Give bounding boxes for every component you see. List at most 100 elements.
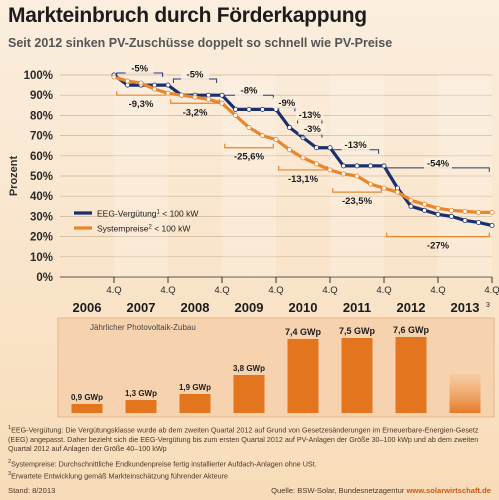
y-tick-label: 40%: [30, 191, 53, 203]
year-label: 2013: [451, 300, 480, 315]
bar: [395, 337, 427, 413]
bars: 0,9 GWp 1,3 GWp 1,9 GWp 3,8 GWp 7,4 GWp 7,5 G…: [71, 325, 481, 413]
eeg-point: [340, 163, 346, 169]
systempreise-point: [394, 189, 400, 195]
systempreise-point: [313, 161, 319, 167]
footnote-text: Erwartete Entwicklung gemäß Markteinschä…: [11, 471, 228, 481]
eeg-point: [367, 163, 373, 169]
systempreise-point: [219, 100, 225, 106]
legend-eeg-label: EEG-Vergütung1 < 100 kW: [97, 209, 198, 219]
systempreise-change-label: -3,2%: [183, 107, 208, 118]
eeg-change-label: -5%: [131, 63, 148, 74]
bar-value-label: 7,4 GWp: [285, 327, 322, 337]
systempreise-point: [259, 133, 265, 139]
year-label: 2007: [127, 300, 156, 315]
systempreise-point: [138, 80, 144, 86]
eeg-point: [219, 92, 225, 98]
systempreise-change-bracket: [116, 91, 166, 96]
systempreise-point: [178, 92, 184, 98]
eeg-change-label: -9%: [278, 98, 295, 109]
quarter-tick-label: 4.Q: [376, 285, 391, 296]
quarter-tick-label: 4.Q: [484, 285, 499, 296]
y-tick-label: 90%: [30, 90, 53, 102]
bar: [233, 375, 265, 413]
eeg-point: [408, 203, 414, 209]
systempreise-point: [421, 201, 427, 207]
year-label: 2012: [397, 300, 426, 315]
systempreise-point: [125, 78, 131, 84]
systempreise-point: [232, 112, 238, 118]
systempreise-point: [489, 209, 495, 215]
systempreise-change-label: -9,3%: [129, 99, 154, 110]
bar: [71, 404, 103, 413]
systempreise-change-bracket: [170, 99, 220, 104]
change-annotations: -5% -5% -8% -9% -13% -3% -13% -54% -9,3% -3,2% -25…: [116, 62, 490, 252]
eeg-point: [475, 219, 481, 225]
bar: [287, 339, 319, 413]
eeg-point: [125, 82, 131, 88]
year-band: [438, 75, 492, 277]
bar-value-label: 1,3 GWp: [125, 389, 157, 398]
bar-value-label: 3,8 GWp: [233, 364, 265, 373]
systempreise-point: [151, 86, 157, 92]
page-subtitle: Seit 2012 sinken PV-Zuschüsse doppelt so…: [8, 36, 393, 50]
systempreise-change-label: -25,6%: [234, 152, 265, 163]
footnote-text: EEG-Vergütung: Die Vergütungsklasse wurd…: [8, 425, 479, 453]
eeg-change-label: -8%: [241, 86, 258, 97]
eeg-point: [259, 106, 265, 112]
systempreise-change-bracket: [224, 143, 274, 149]
eeg-point: [246, 106, 252, 112]
source-website-link[interactable]: www.solarwirtschaft.de: [406, 486, 491, 495]
systempreise-point: [435, 205, 441, 211]
systempreise-point: [381, 185, 387, 191]
footnote-2: 2Systempreise: Durchschnittliche Endkund…: [8, 459, 490, 469]
eeg-point: [327, 145, 333, 151]
year-label: 2011: [343, 300, 371, 315]
label-backdrop: [341, 139, 370, 151]
year-band: [114, 75, 168, 277]
year-label: 2006: [73, 300, 102, 315]
bar: [179, 394, 211, 413]
systempreise-point: [340, 171, 346, 177]
source-text: Quelle: BSW-Solar, Bundesnetzagentur: [271, 486, 405, 495]
quarter-tick-label: 4.Q: [106, 285, 121, 296]
quarter-tick-label: 4.Q: [430, 285, 445, 296]
systempreise-point: [354, 173, 360, 179]
eeg-line: [113, 73, 493, 228]
eeg-change-label: -5%: [187, 70, 204, 81]
systempreise-point: [300, 155, 306, 161]
footnote-text: Systempreise: Durchschnittliche Endkunde…: [11, 459, 317, 469]
y-tick-label: 10%: [30, 252, 53, 264]
eeg-change-label: -54%: [427, 158, 450, 169]
year-label: 2008: [181, 300, 210, 315]
eeg-point: [151, 82, 157, 88]
line-series: [111, 72, 495, 228]
eeg-point: [448, 213, 454, 219]
x-axis-ticks: 4.Q 4.Q 4.Q 4.Q 4.Q 4.Q 4.Q 4.Q 2006 2007 2008 2009…: [73, 277, 499, 315]
eeg-point: [462, 217, 468, 223]
y-tick-label: 100%: [24, 70, 53, 82]
eeg-point: [354, 163, 360, 169]
label-backdrop: [298, 123, 327, 135]
y-tick-label: 0%: [36, 272, 53, 284]
eeg-point: [394, 185, 400, 191]
page-title: Markteinbruch durch Förderkappung: [8, 4, 367, 27]
y-tick-label: 80%: [30, 110, 53, 122]
stand-date: Stand: 8/2013: [8, 486, 56, 495]
label-backdrop: [181, 69, 209, 81]
y-tick-label: 60%: [30, 151, 53, 163]
label-backdrop: [295, 109, 324, 121]
y-tick-label: 50%: [30, 171, 53, 183]
bar-chart: Jährlicher Photovoltaik-Zubau 0,9 GWp 1,3…: [57, 317, 495, 418]
y-tick-label: 20%: [30, 232, 53, 244]
y-axis-label: Prozent: [8, 155, 20, 196]
eeg-point: [286, 125, 292, 131]
y-axis-ticks: 0% 10% 20% 30% 40% 50% 60% 70% 80% 90% 100%: [24, 70, 53, 284]
source-line: Quelle: BSW-Solar, Bundesnetzagentur www…: [271, 486, 491, 495]
systempreise-point: [327, 167, 333, 173]
quarter-tick-label: 4.Q: [214, 285, 229, 296]
systempreise-point: [165, 90, 171, 96]
y-tick-label: 30%: [30, 211, 53, 223]
legend[interactable]: EEG-Vergütung1 < 100 kW Systempreise2 < 1…: [74, 209, 198, 234]
label-backdrop: [424, 157, 452, 169]
